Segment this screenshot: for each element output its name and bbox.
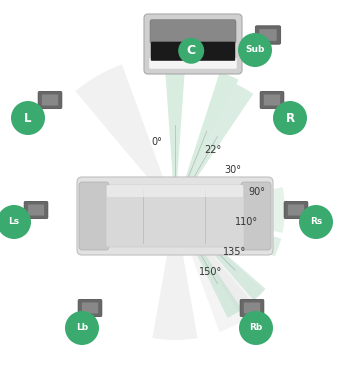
FancyBboxPatch shape bbox=[78, 299, 102, 317]
FancyBboxPatch shape bbox=[79, 182, 109, 250]
FancyBboxPatch shape bbox=[42, 94, 58, 105]
FancyBboxPatch shape bbox=[77, 177, 273, 255]
FancyBboxPatch shape bbox=[284, 201, 308, 219]
Circle shape bbox=[178, 38, 204, 64]
Wedge shape bbox=[165, 70, 185, 210]
FancyBboxPatch shape bbox=[82, 302, 98, 314]
Wedge shape bbox=[175, 187, 285, 233]
Text: Rb: Rb bbox=[249, 324, 262, 332]
FancyBboxPatch shape bbox=[24, 201, 48, 219]
Circle shape bbox=[65, 311, 99, 345]
FancyBboxPatch shape bbox=[241, 182, 271, 250]
Circle shape bbox=[299, 205, 333, 239]
FancyBboxPatch shape bbox=[288, 205, 304, 216]
Wedge shape bbox=[175, 210, 264, 312]
FancyBboxPatch shape bbox=[28, 205, 44, 216]
Wedge shape bbox=[175, 84, 253, 210]
Text: Lb: Lb bbox=[76, 324, 88, 332]
Circle shape bbox=[0, 205, 31, 239]
Text: 110°: 110° bbox=[236, 217, 259, 227]
FancyBboxPatch shape bbox=[106, 185, 244, 247]
Text: L: L bbox=[24, 112, 32, 124]
Circle shape bbox=[11, 101, 45, 135]
Text: C: C bbox=[187, 44, 196, 57]
FancyBboxPatch shape bbox=[150, 20, 236, 44]
FancyBboxPatch shape bbox=[38, 92, 62, 109]
Text: Rs: Rs bbox=[310, 217, 322, 227]
Wedge shape bbox=[175, 210, 259, 332]
Wedge shape bbox=[175, 210, 266, 300]
Circle shape bbox=[239, 311, 273, 345]
Text: 150°: 150° bbox=[199, 267, 223, 277]
Wedge shape bbox=[75, 64, 175, 210]
FancyBboxPatch shape bbox=[151, 42, 235, 61]
Text: Sub: Sub bbox=[245, 45, 265, 55]
FancyBboxPatch shape bbox=[255, 26, 281, 44]
FancyBboxPatch shape bbox=[144, 14, 242, 74]
FancyBboxPatch shape bbox=[149, 57, 237, 69]
Text: 22°: 22° bbox=[204, 145, 222, 155]
FancyBboxPatch shape bbox=[264, 94, 280, 105]
Text: 135°: 135° bbox=[223, 247, 247, 257]
Wedge shape bbox=[175, 210, 281, 257]
Text: Ls: Ls bbox=[8, 217, 20, 227]
FancyBboxPatch shape bbox=[240, 299, 264, 317]
Wedge shape bbox=[175, 210, 242, 318]
Text: 0°: 0° bbox=[152, 137, 162, 147]
Text: R: R bbox=[286, 112, 295, 124]
Circle shape bbox=[238, 33, 272, 67]
Text: 90°: 90° bbox=[248, 187, 266, 197]
FancyBboxPatch shape bbox=[260, 92, 284, 109]
Text: 30°: 30° bbox=[224, 165, 241, 175]
Circle shape bbox=[273, 101, 307, 135]
FancyBboxPatch shape bbox=[107, 185, 243, 197]
FancyBboxPatch shape bbox=[259, 29, 277, 41]
Wedge shape bbox=[175, 72, 239, 210]
Wedge shape bbox=[153, 210, 197, 340]
FancyBboxPatch shape bbox=[244, 302, 260, 314]
